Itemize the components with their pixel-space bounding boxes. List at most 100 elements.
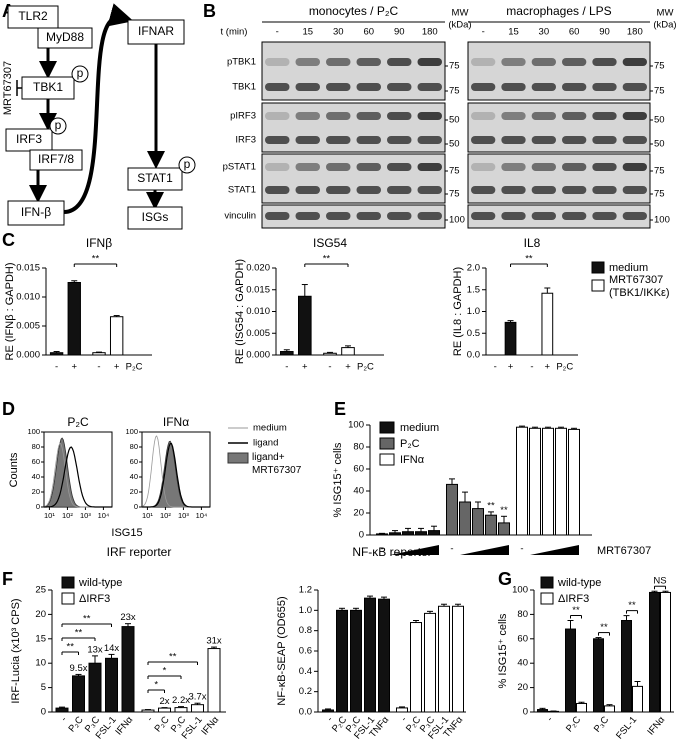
y-tick-label: 0 bbox=[36, 502, 40, 511]
time-header: t (min) bbox=[221, 27, 248, 38]
bar bbox=[529, 427, 541, 536]
x-tick-label: 10⁴ bbox=[98, 511, 110, 520]
bar bbox=[446, 483, 458, 536]
x-tick-label: - bbox=[55, 362, 58, 373]
y-axis-label: RE (IL8 : GAPDH) bbox=[452, 267, 464, 356]
x-tick-label: IFNα bbox=[113, 714, 135, 737]
mw-header: MW bbox=[452, 8, 469, 19]
treatment-label: P₂C bbox=[556, 362, 573, 373]
significance-label: ** bbox=[92, 254, 100, 265]
legend-swatch bbox=[379, 437, 395, 450]
bar bbox=[428, 530, 440, 536]
band bbox=[265, 83, 290, 91]
bar bbox=[424, 612, 436, 713]
fold-label: 23x bbox=[120, 612, 136, 623]
node-label: TLR2 bbox=[18, 9, 48, 23]
significance-label: ** bbox=[600, 622, 608, 633]
time-label: - bbox=[276, 27, 279, 38]
node-label: MyD88 bbox=[46, 30, 84, 44]
band bbox=[295, 112, 320, 120]
band bbox=[295, 212, 320, 220]
x-tick-label: - bbox=[380, 544, 383, 555]
band bbox=[531, 112, 556, 120]
band bbox=[417, 163, 442, 171]
bar bbox=[207, 648, 221, 713]
band bbox=[326, 112, 351, 120]
mw-value: 75 bbox=[449, 166, 460, 177]
bar bbox=[632, 685, 643, 713]
bar bbox=[542, 427, 554, 536]
band bbox=[471, 112, 496, 120]
bar bbox=[396, 707, 408, 713]
legend-label: wild-type bbox=[557, 577, 601, 589]
legend-label: wild-type bbox=[78, 577, 122, 589]
bar bbox=[402, 531, 414, 536]
y-tick-label: 100 bbox=[512, 585, 528, 596]
y-tick-label: 0 bbox=[523, 707, 528, 718]
band bbox=[531, 83, 556, 91]
bar bbox=[341, 347, 355, 356]
y-tick-label: 0.0 bbox=[299, 707, 312, 718]
blot-frame bbox=[261, 204, 446, 229]
y-tick-label: 60 bbox=[517, 633, 528, 644]
band bbox=[592, 136, 617, 144]
bar bbox=[485, 514, 497, 536]
y-tick-label: 15 bbox=[35, 633, 46, 644]
bar bbox=[49, 352, 64, 356]
significance-label: ** bbox=[572, 605, 580, 616]
time-label: 180 bbox=[422, 27, 438, 38]
y-tick-label: 20 bbox=[35, 609, 46, 620]
bar bbox=[141, 709, 155, 713]
histogram-title: IFNα bbox=[163, 415, 189, 429]
bar bbox=[109, 316, 124, 356]
bar bbox=[55, 707, 69, 713]
x-tick-label: - bbox=[325, 714, 335, 724]
legend-label: ΔIRF3 bbox=[79, 593, 110, 605]
mw-value: 50 bbox=[654, 139, 665, 150]
y-axis-label: NF-κB-SEAP (OD655) bbox=[276, 596, 288, 705]
x-tick-label: 10¹ bbox=[142, 511, 153, 520]
phospho-label: p bbox=[184, 157, 191, 171]
y-tick-label: 10 bbox=[35, 658, 46, 669]
phospho-circle bbox=[49, 117, 67, 135]
y-tick-label: 0.010 bbox=[16, 292, 40, 303]
legend-swatch bbox=[379, 453, 395, 466]
bar bbox=[158, 707, 171, 713]
time-label: 15 bbox=[302, 27, 313, 38]
histogram-title: P₂C bbox=[67, 415, 89, 429]
x-tick-label: + bbox=[71, 362, 77, 373]
band bbox=[326, 136, 351, 144]
mw-unit: (kDa) bbox=[448, 20, 471, 31]
band bbox=[471, 58, 496, 66]
significance-label: * bbox=[163, 666, 167, 677]
x-tick-label: - bbox=[97, 362, 100, 373]
y-tick-label: 80 bbox=[32, 442, 40, 451]
bar bbox=[364, 597, 376, 713]
band bbox=[531, 136, 556, 144]
bar bbox=[92, 352, 106, 356]
y-tick-label: 60 bbox=[32, 457, 40, 466]
y-tick-label: 25 bbox=[35, 585, 46, 596]
time-label: 60 bbox=[363, 27, 374, 38]
band bbox=[562, 112, 587, 120]
blot-row-label: pTBK1 bbox=[227, 57, 256, 68]
fold-label: 2x bbox=[159, 696, 169, 707]
bar bbox=[280, 351, 294, 356]
node-box bbox=[127, 206, 183, 230]
y-tick-label: 0.5 bbox=[467, 328, 480, 339]
legend-label: medium bbox=[253, 423, 287, 434]
legend-swatch bbox=[61, 592, 75, 605]
band bbox=[265, 212, 290, 220]
x-tick-label: 10³ bbox=[178, 511, 189, 520]
y-tick-label: 0.2 bbox=[299, 686, 312, 697]
band bbox=[387, 58, 412, 66]
band bbox=[531, 58, 556, 66]
time-label: 30 bbox=[333, 27, 344, 38]
y-tick-label: 0 bbox=[41, 707, 46, 718]
band bbox=[387, 112, 412, 120]
band bbox=[326, 186, 351, 194]
chart-title: ISG54 bbox=[313, 236, 347, 250]
x-tick-label: - bbox=[530, 362, 533, 373]
band bbox=[356, 112, 381, 120]
legend-swatch bbox=[540, 576, 554, 589]
